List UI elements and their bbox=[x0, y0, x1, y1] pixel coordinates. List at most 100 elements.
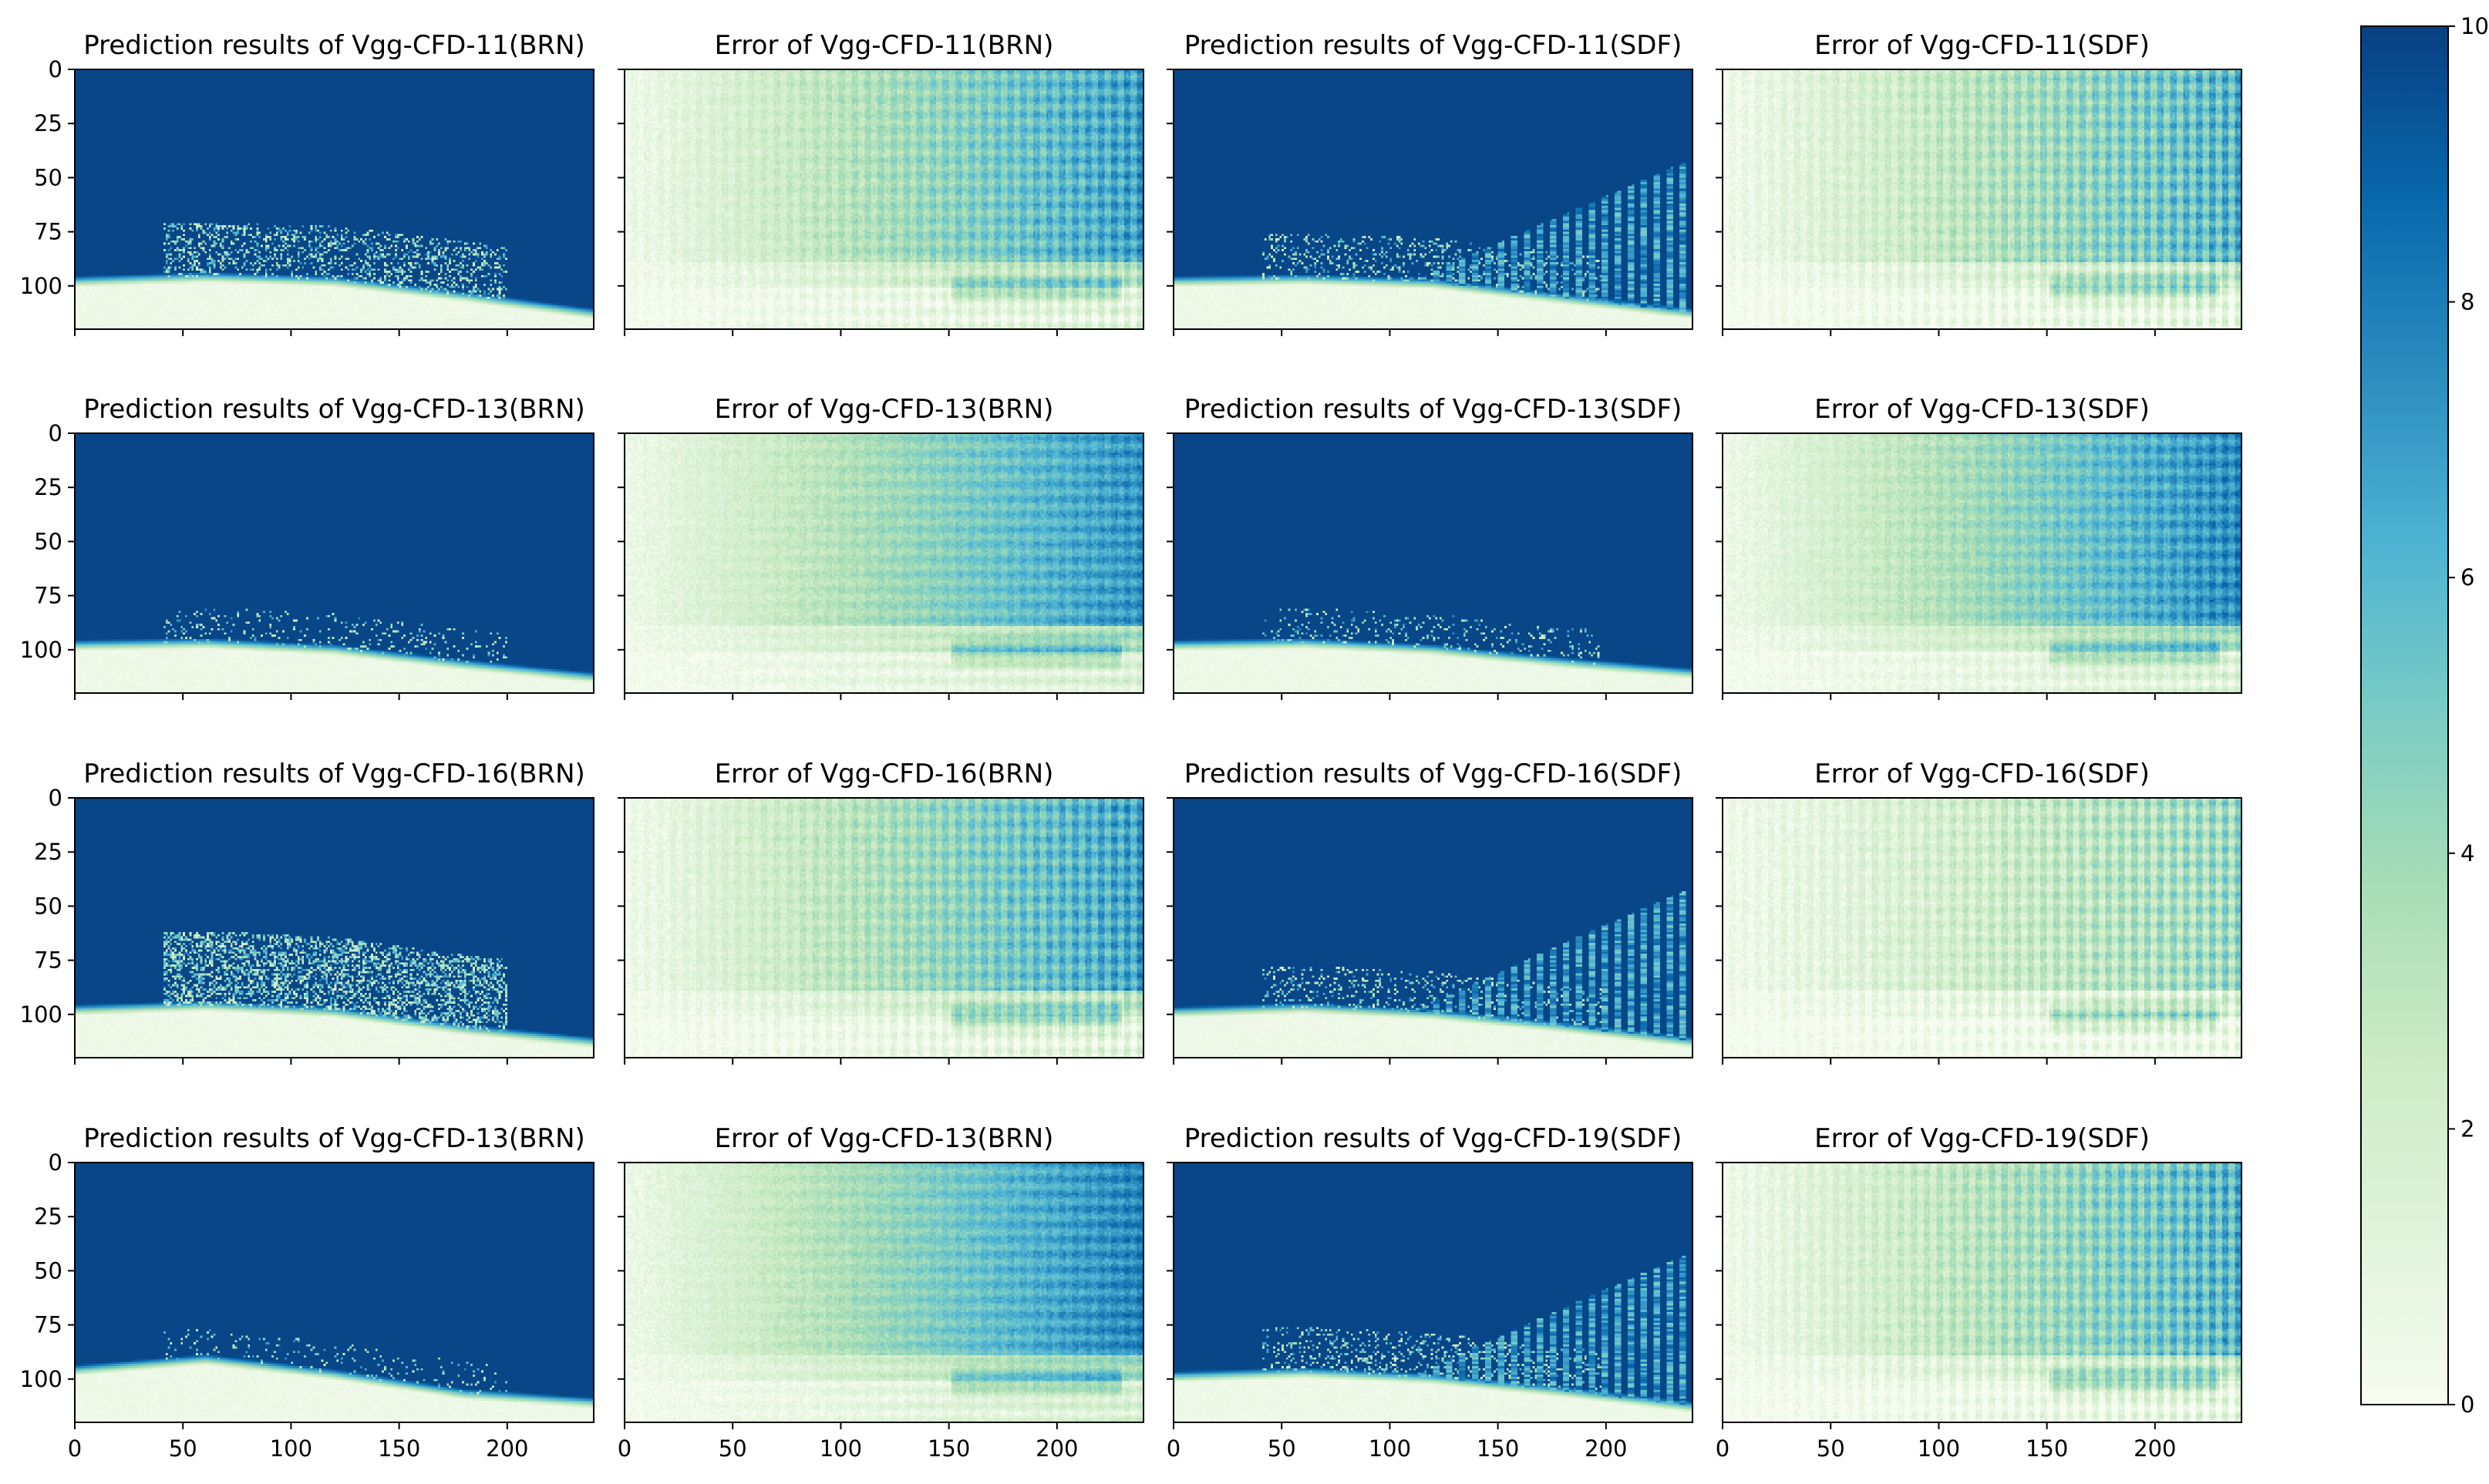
axes-frame bbox=[624, 1162, 1144, 1423]
axes-frame bbox=[1722, 432, 2242, 694]
heatmap-image bbox=[625, 798, 1143, 1058]
axes-frame bbox=[1722, 797, 2242, 1058]
panels-layer: Prediction results of Vgg-CFD-11(BRN) 0 25… bbox=[20, 30, 2242, 1462]
y-tick-label: 0 bbox=[49, 420, 62, 446]
panel-3: Prediction results of Vgg-CFD-11(SDF) bbox=[1167, 30, 1693, 336]
heatmap-image bbox=[1723, 1163, 2241, 1422]
axes-frame bbox=[74, 1162, 594, 1423]
panel-title: Prediction results of Vgg-CFD-13(BRN) bbox=[83, 394, 585, 425]
heatmap-image bbox=[625, 69, 1143, 329]
panel-title: Prediction results of Vgg-CFD-11(SDF) bbox=[1184, 30, 1682, 61]
x-tick-label: 200 bbox=[1585, 1435, 1627, 1462]
y-tick-label: 100 bbox=[20, 1001, 62, 1028]
heatmap-image bbox=[75, 798, 594, 1058]
colorbar: 0 2 4 6 8 10 bbox=[2360, 13, 2489, 1418]
x-tick-label: 0 bbox=[68, 1435, 82, 1462]
heatmap-image bbox=[1723, 69, 2241, 329]
axes-frame bbox=[1173, 1162, 1693, 1423]
colorbar-tick-label: 2 bbox=[2460, 1116, 2474, 1142]
panel-title: Prediction results of Vgg-CFD-13(SDF) bbox=[1184, 394, 1682, 425]
panel-title: Prediction results of Vgg-CFD-13(BRN) bbox=[83, 1123, 585, 1154]
panel-8: Error of Vgg-CFD-13(SDF) bbox=[1716, 394, 2242, 700]
panel-title: Prediction results of Vgg-CFD-16(BRN) bbox=[83, 759, 585, 789]
x-tick-label: 100 bbox=[820, 1435, 862, 1462]
y-tick-label: 75 bbox=[34, 947, 62, 974]
y-tick-label: 75 bbox=[34, 1312, 62, 1338]
axes-frame bbox=[1722, 69, 2242, 330]
panel-title: Error of Vgg-CFD-13(BRN) bbox=[715, 1123, 1054, 1154]
panel-title: Error of Vgg-CFD-19(SDF) bbox=[1814, 1123, 2150, 1154]
y-tick-label: 25 bbox=[34, 839, 62, 865]
colorbar-tick-label: 6 bbox=[2460, 564, 2474, 591]
axes-frame bbox=[1722, 1162, 2242, 1423]
y-tick-label: 25 bbox=[34, 110, 62, 136]
y-tick-label: 75 bbox=[34, 583, 62, 609]
heatmap-image bbox=[1723, 433, 2241, 693]
panel-title: Prediction results of Vgg-CFD-11(BRN) bbox=[83, 30, 585, 61]
panel-6: Error of Vgg-CFD-13(BRN) bbox=[618, 394, 1144, 700]
heatmap-image bbox=[1723, 798, 2241, 1058]
colorbar-tick-label: 0 bbox=[2460, 1391, 2474, 1418]
heatmap-image bbox=[75, 69, 594, 329]
colorbar-frame bbox=[2360, 25, 2449, 1405]
y-tick-label: 100 bbox=[20, 1366, 62, 1392]
heatmap-image bbox=[1174, 1163, 1692, 1422]
axes-frame bbox=[1173, 797, 1693, 1058]
panel-5: Prediction results of Vgg-CFD-13(BRN) 0 25… bbox=[20, 394, 594, 700]
x-tick-label: 0 bbox=[1716, 1435, 1730, 1462]
heatmap-image bbox=[625, 1163, 1143, 1422]
panel-15: Prediction results of Vgg-CFD-19(SDF) 0 50… bbox=[1167, 1123, 1693, 1462]
x-tick-label: 100 bbox=[1918, 1435, 1960, 1462]
axes-frame bbox=[74, 69, 594, 330]
heatmap-image bbox=[625, 433, 1143, 693]
panel-title: Prediction results of Vgg-CFD-19(SDF) bbox=[1184, 1123, 1682, 1154]
x-tick-label: 200 bbox=[486, 1435, 528, 1462]
y-tick-label: 0 bbox=[49, 56, 62, 82]
panel-4: Error of Vgg-CFD-11(SDF) bbox=[1716, 30, 2242, 336]
x-tick-label: 100 bbox=[1369, 1435, 1411, 1462]
axes-frame bbox=[74, 432, 594, 694]
panel-1: Prediction results of Vgg-CFD-11(BRN) 0 25… bbox=[20, 30, 594, 336]
panel-9: Prediction results of Vgg-CFD-16(BRN) 0 25… bbox=[20, 759, 594, 1065]
x-tick-label: 0 bbox=[618, 1435, 632, 1462]
panel-title: Error of Vgg-CFD-13(BRN) bbox=[715, 394, 1054, 425]
axes-frame bbox=[624, 432, 1144, 694]
panel-title: Error of Vgg-CFD-11(BRN) bbox=[715, 30, 1054, 61]
heatmap-image bbox=[75, 1163, 594, 1422]
panel-10: Error of Vgg-CFD-16(BRN) bbox=[618, 759, 1144, 1065]
y-tick-label: 100 bbox=[20, 273, 62, 299]
y-tick-label: 50 bbox=[34, 893, 62, 919]
x-tick-label: 100 bbox=[270, 1435, 312, 1462]
x-tick-label: 150 bbox=[928, 1435, 970, 1462]
panel-13: Prediction results of Vgg-CFD-13(BRN) 0 25… bbox=[20, 1123, 594, 1462]
x-tick-label: 200 bbox=[2134, 1435, 2176, 1462]
y-tick-label: 25 bbox=[34, 1203, 62, 1230]
panel-7: Prediction results of Vgg-CFD-13(SDF) bbox=[1167, 394, 1693, 700]
y-tick-label: 100 bbox=[20, 637, 62, 663]
y-tick-label: 75 bbox=[34, 219, 62, 245]
colorbar-gradient bbox=[2361, 26, 2448, 1405]
y-tick-label: 0 bbox=[49, 785, 62, 811]
x-tick-label: 0 bbox=[1167, 1435, 1181, 1462]
x-tick-label: 50 bbox=[1817, 1435, 1845, 1462]
y-tick-label: 50 bbox=[34, 164, 62, 190]
x-tick-label: 50 bbox=[1268, 1435, 1296, 1462]
panel-14: Error of Vgg-CFD-13(BRN) 0 50 100 150 200 bbox=[618, 1123, 1144, 1462]
x-tick-label: 50 bbox=[169, 1435, 197, 1462]
axes-frame bbox=[74, 797, 594, 1058]
heatmap-image bbox=[1174, 798, 1692, 1058]
panel-16: Error of Vgg-CFD-19(SDF) 0 50 100 150 200 bbox=[1716, 1123, 2242, 1462]
axes-frame bbox=[1173, 69, 1693, 330]
y-tick-label: 50 bbox=[34, 1257, 62, 1284]
axes-frame bbox=[1173, 432, 1693, 694]
panel-2: Error of Vgg-CFD-11(BRN) bbox=[618, 30, 1144, 336]
panel-title: Error of Vgg-CFD-16(SDF) bbox=[1814, 759, 2150, 789]
panel-title: Error of Vgg-CFD-11(SDF) bbox=[1814, 30, 2150, 61]
axes-frame bbox=[624, 69, 1144, 330]
x-tick-label: 50 bbox=[719, 1435, 747, 1462]
colorbar-tick-label: 4 bbox=[2460, 840, 2474, 867]
colorbar-tick-label: 10 bbox=[2460, 13, 2489, 39]
y-tick-label: 25 bbox=[34, 474, 62, 500]
panel-title: Prediction results of Vgg-CFD-16(SDF) bbox=[1184, 759, 1682, 789]
